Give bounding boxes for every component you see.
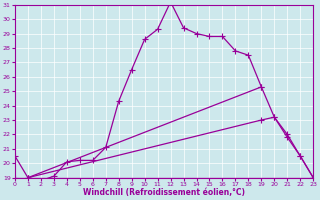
X-axis label: Windchill (Refroidissement éolien,°C): Windchill (Refroidissement éolien,°C) <box>83 188 245 197</box>
